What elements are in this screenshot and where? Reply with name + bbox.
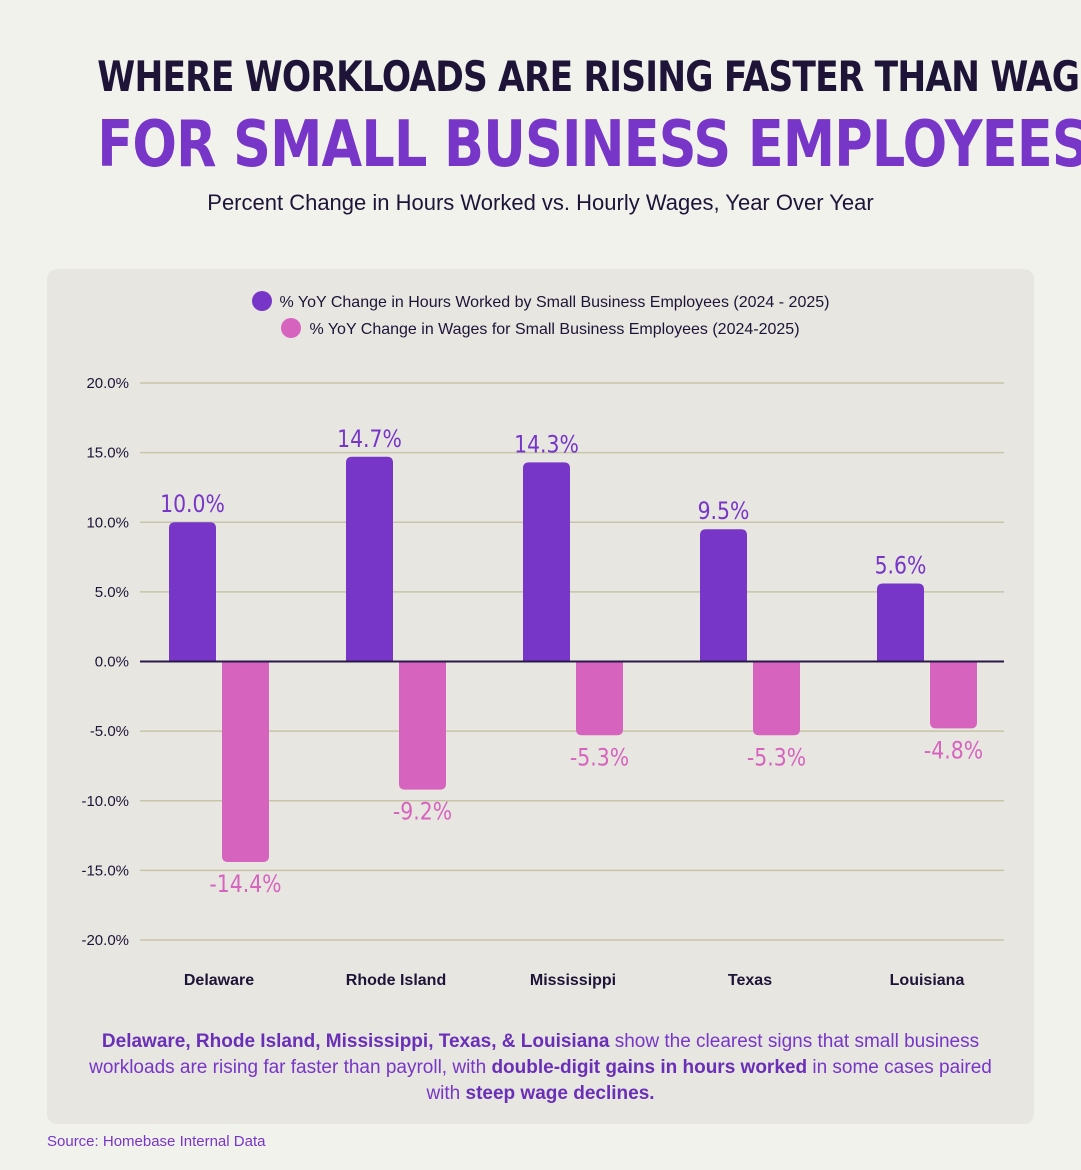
x-category-label: Louisiana	[890, 972, 965, 989]
bar-hours	[877, 583, 924, 662]
bar-hours	[346, 456, 393, 662]
data-label-hours: 10.0%	[160, 491, 225, 519]
data-label-hours: 14.3%	[514, 431, 579, 459]
data-label-hours: 9.5%	[698, 498, 750, 526]
y-tick-label: -15.0%	[81, 862, 129, 879]
footnote-bold-mid: double-digit gains in hours worked	[491, 1057, 808, 1078]
legend-item-hours: % YoY Change in Hours Worked by Small Bu…	[47, 289, 1034, 316]
legend-swatch-hours	[251, 291, 272, 311]
y-tick-label: -5.0%	[90, 723, 129, 740]
legend: % YoY Change in Hours Worked by Small Bu…	[47, 289, 1034, 343]
y-tick-label: 10.0%	[86, 514, 129, 531]
title-line-1: WHERE WORKLOADS ARE RISING FASTER THAN W…	[97, 52, 1081, 101]
data-label-wages: -9.2%	[393, 798, 452, 826]
y-tick-label: -20.0%	[81, 932, 129, 949]
data-label-hours: 5.6%	[875, 552, 927, 580]
y-tick-label: 5.0%	[95, 584, 129, 601]
legend-label-hours: % YoY Change in Hours Worked by Small Bu…	[279, 294, 830, 311]
x-category-label: Delaware	[184, 972, 254, 989]
source-note: Source: Homebase Internal Data	[47, 1133, 266, 1150]
bar-hours	[169, 522, 216, 662]
y-tick-label: -10.0%	[81, 793, 129, 810]
footnote-text-1: show the clearest signs that small busin…	[89, 1031, 980, 1078]
footnote: Delaware, Rhode Island, Mississippi, Tex…	[87, 1029, 994, 1107]
bar-wages	[222, 661, 269, 863]
bar-wages	[930, 661, 977, 729]
data-label-wages: -5.3%	[570, 744, 629, 772]
y-tick-label: 15.0%	[86, 445, 129, 462]
footnote-bold-end: steep wage declines.	[465, 1083, 655, 1104]
footnote-text-2: in some cases paired with	[426, 1057, 992, 1104]
title-line-2: FOR SMALL BUSINESS EMPLOYEES	[97, 108, 1081, 182]
data-label-wages: -4.8%	[924, 737, 983, 765]
bar-chart: 20.0% 15.0% 10.0% 5.0% 0.0% -5.0% -10.0% -15.0%…	[81, 375, 1004, 989]
bar-hours	[523, 462, 570, 662]
x-category-label: Texas	[728, 972, 772, 989]
chart-panel: % YoY Change in Hours Worked by Small Bu…	[47, 269, 1034, 1124]
x-category-label: Rhode Island	[346, 972, 446, 989]
y-tick-label: 20.0%	[86, 375, 129, 392]
bar-wages	[399, 661, 446, 790]
subtitle: Percent Change in Hours Worked vs. Hourl…	[207, 190, 874, 215]
legend-swatch-wages	[281, 318, 302, 338]
data-label-wages: -5.3%	[747, 744, 806, 772]
bar-hours	[700, 529, 747, 662]
legend-label-wages: % YoY Change in Wages for Small Business…	[309, 321, 800, 338]
y-tick-label: 0.0%	[95, 654, 129, 671]
data-label-wages: -14.4%	[209, 870, 281, 898]
bar-wages	[753, 661, 800, 736]
legend-item-wages: % YoY Change in Wages for Small Business…	[47, 316, 1034, 343]
x-category-label: Mississippi	[530, 972, 616, 989]
data-label-hours: 14.7%	[337, 425, 402, 453]
footnote-bold-lead: Delaware, Rhode Island, Mississippi, Tex…	[101, 1031, 610, 1052]
bar-wages	[576, 661, 623, 736]
